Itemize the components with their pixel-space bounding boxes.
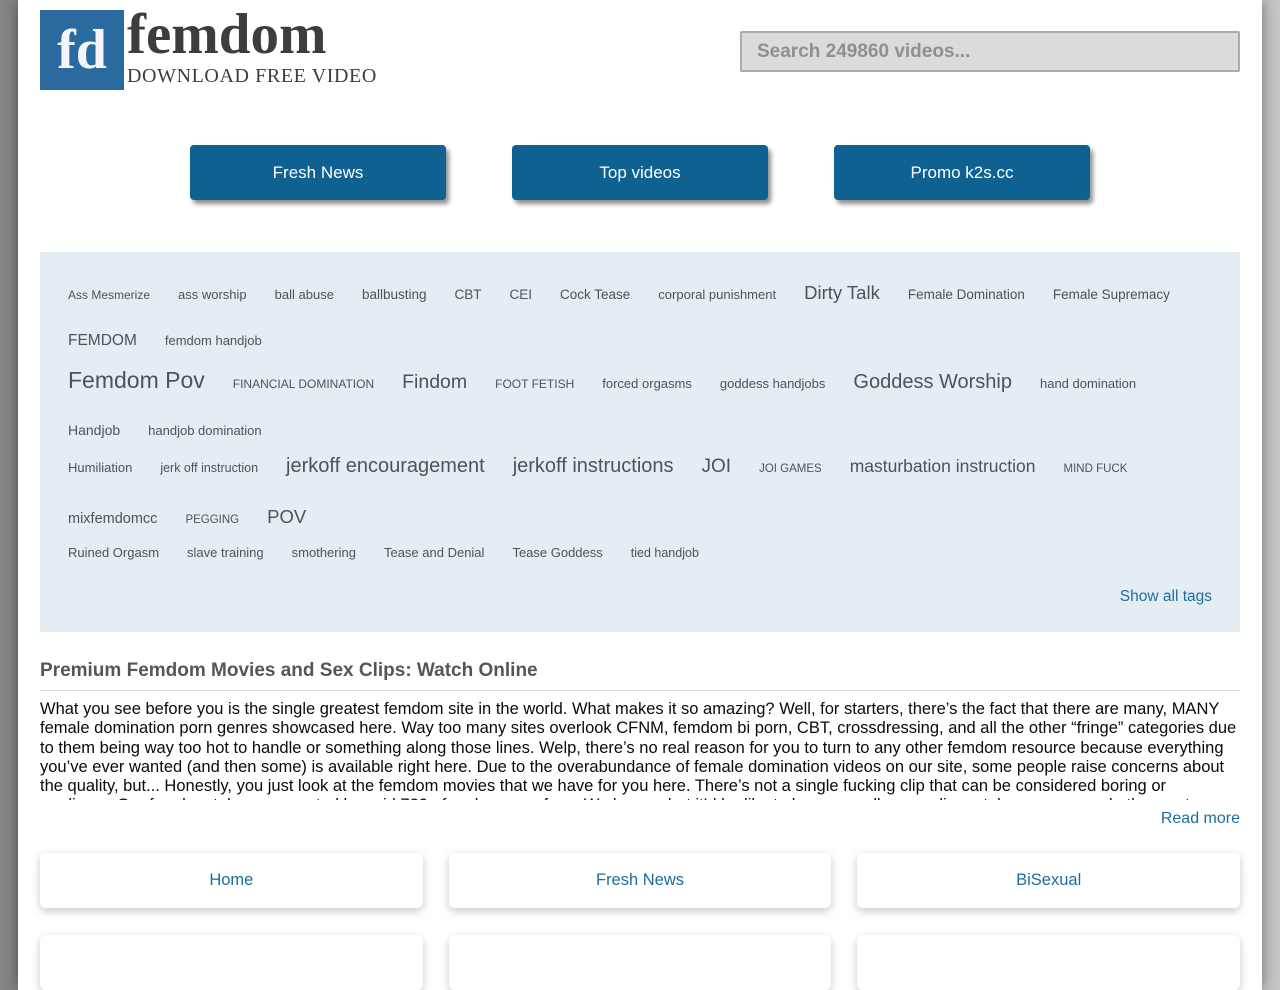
footer-card-link[interactable]: Fresh News xyxy=(448,853,832,908)
tag-link[interactable]: Female Domination xyxy=(907,287,1025,302)
tag-link[interactable]: forced orgasms xyxy=(602,376,692,391)
tag-link[interactable]: CEI xyxy=(509,287,532,302)
tag-link[interactable]: goddess handjobs xyxy=(719,376,826,391)
footer-card-link[interactable]: Home xyxy=(40,853,423,908)
page-title: Premium Femdom Movies and Sex Clips: Wat… xyxy=(40,660,1240,691)
logo-text: femdom DOWNLOAD FREE VIDEO xyxy=(127,3,377,92)
footer-card-link-partial[interactable] xyxy=(448,935,832,990)
tag-link[interactable]: handjob domination xyxy=(148,423,262,438)
footer-link-cards: Home Fresh News BiSexual xyxy=(40,853,1241,990)
nav-button-fresh-news[interactable]: Fresh News xyxy=(190,145,446,200)
logo-site-name: femdom xyxy=(127,3,327,66)
site-logo[interactable]: fd femdom DOWNLOAD FREE VIDEO xyxy=(40,3,377,92)
tag-link[interactable]: FEMDOM xyxy=(68,332,137,349)
tag-row: Humiliation jerk off instruction jerkoff e… xyxy=(68,455,1212,528)
tag-link[interactable]: smothering xyxy=(291,545,356,560)
tag-link[interactable]: Findom xyxy=(402,371,468,393)
tag-link[interactable]: Cock Tease xyxy=(560,287,631,302)
tag-link[interactable]: Tease and Denial xyxy=(383,545,485,560)
read-more-link[interactable]: Read more xyxy=(1160,810,1240,827)
tag-link[interactable]: ballbusting xyxy=(361,287,427,302)
tag-link[interactable]: Humiliation xyxy=(68,460,133,475)
tag-cloud-panel: Ass Mesmerize ass worship ball abuse ballbu… xyxy=(40,252,1240,632)
main-nav: Fresh News Top videos Promo k2s.cc xyxy=(40,145,1240,200)
show-all-tags-wrap: Show all tags xyxy=(68,588,1212,606)
site-header: fd femdom DOWNLOAD FREE VIDEO xyxy=(40,0,1240,92)
nav-button-top-videos[interactable]: Top videos xyxy=(512,145,768,200)
read-more-wrap: Read more xyxy=(40,810,1240,828)
logo-fd-icon: fd xyxy=(40,10,124,90)
tag-link[interactable]: FINANCIAL DOMINATION xyxy=(232,377,375,391)
tag-link[interactable]: Ruined Orgasm xyxy=(68,545,160,560)
search-input[interactable] xyxy=(740,31,1240,72)
footer-card-link[interactable]: BiSexual xyxy=(857,853,1241,908)
tag-link[interactable]: mixfemdomcc xyxy=(68,511,158,527)
tag-link[interactable]: CBT xyxy=(454,287,482,302)
tag-link[interactable]: POV xyxy=(267,506,307,527)
article-section: Premium Femdom Movies and Sex Clips: Wat… xyxy=(40,660,1240,828)
tag-link[interactable]: hand domination xyxy=(1039,376,1137,391)
tag-link[interactable]: femdom handjob xyxy=(164,333,262,348)
page-container: fd femdom DOWNLOAD FREE VIDEO Fresh News… xyxy=(18,0,1262,990)
tag-link[interactable]: JOI GAMES xyxy=(759,463,822,475)
tag-link[interactable]: Ass Mesmerize xyxy=(68,288,151,302)
nav-button-promo-k2s[interactable]: Promo k2s.cc xyxy=(834,145,1090,200)
tag-row: Ass Mesmerize ass worship ball abuse ballbu… xyxy=(68,282,1212,350)
tag-cloud-rows: Ass Mesmerize ass worship ball abuse ballbu… xyxy=(68,282,1212,560)
tag-link[interactable]: Dirty Talk xyxy=(804,282,880,303)
tag-link[interactable]: FOOT FETISH xyxy=(495,377,575,391)
footer-card-link-partial[interactable] xyxy=(40,935,423,990)
tag-link[interactable]: slave training xyxy=(187,545,264,560)
footer-cards-row-1: Home Fresh News BiSexual xyxy=(40,853,1241,908)
tag-row: Femdom Pov FINANCIAL DOMINATION Findom FOOT… xyxy=(68,367,1212,438)
tag-link[interactable]: Goddess Worship xyxy=(853,371,1012,393)
tag-link[interactable]: jerkoff encouragement xyxy=(286,455,485,477)
tag-link[interactable]: JOI xyxy=(701,456,732,477)
tag-link[interactable]: jerk off instruction xyxy=(160,461,259,475)
tag-link[interactable]: masturbation instruction xyxy=(849,456,1036,476)
logo-tagline: DOWNLOAD FREE VIDEO xyxy=(127,65,377,87)
tag-link[interactable]: MIND FUCK xyxy=(1063,463,1128,475)
tag-link[interactable]: Handjob xyxy=(68,422,121,438)
show-all-tags-link[interactable]: Show all tags xyxy=(1119,588,1212,605)
tag-link[interactable]: Tease Goddess xyxy=(512,545,603,560)
tag-link[interactable]: jerkoff instructions xyxy=(512,455,674,477)
tag-link[interactable]: Femdom Pov xyxy=(68,367,205,393)
tag-link[interactable]: corporal punishment xyxy=(658,287,777,302)
tag-link[interactable]: PEGGING xyxy=(185,514,240,526)
tag-link[interactable]: ball abuse xyxy=(274,287,334,302)
tag-link[interactable]: tied handjob xyxy=(630,546,699,560)
footer-cards-row-2 xyxy=(40,935,1241,990)
tag-link[interactable]: ass worship xyxy=(178,287,247,302)
tag-row: Ruined Orgasm slave training smothering Tea… xyxy=(68,545,1212,560)
footer-card-link-partial[interactable] xyxy=(857,935,1241,990)
tag-link[interactable]: Female Supremacy xyxy=(1052,287,1170,302)
article-text: What you see before you is the single gr… xyxy=(40,700,1237,800)
